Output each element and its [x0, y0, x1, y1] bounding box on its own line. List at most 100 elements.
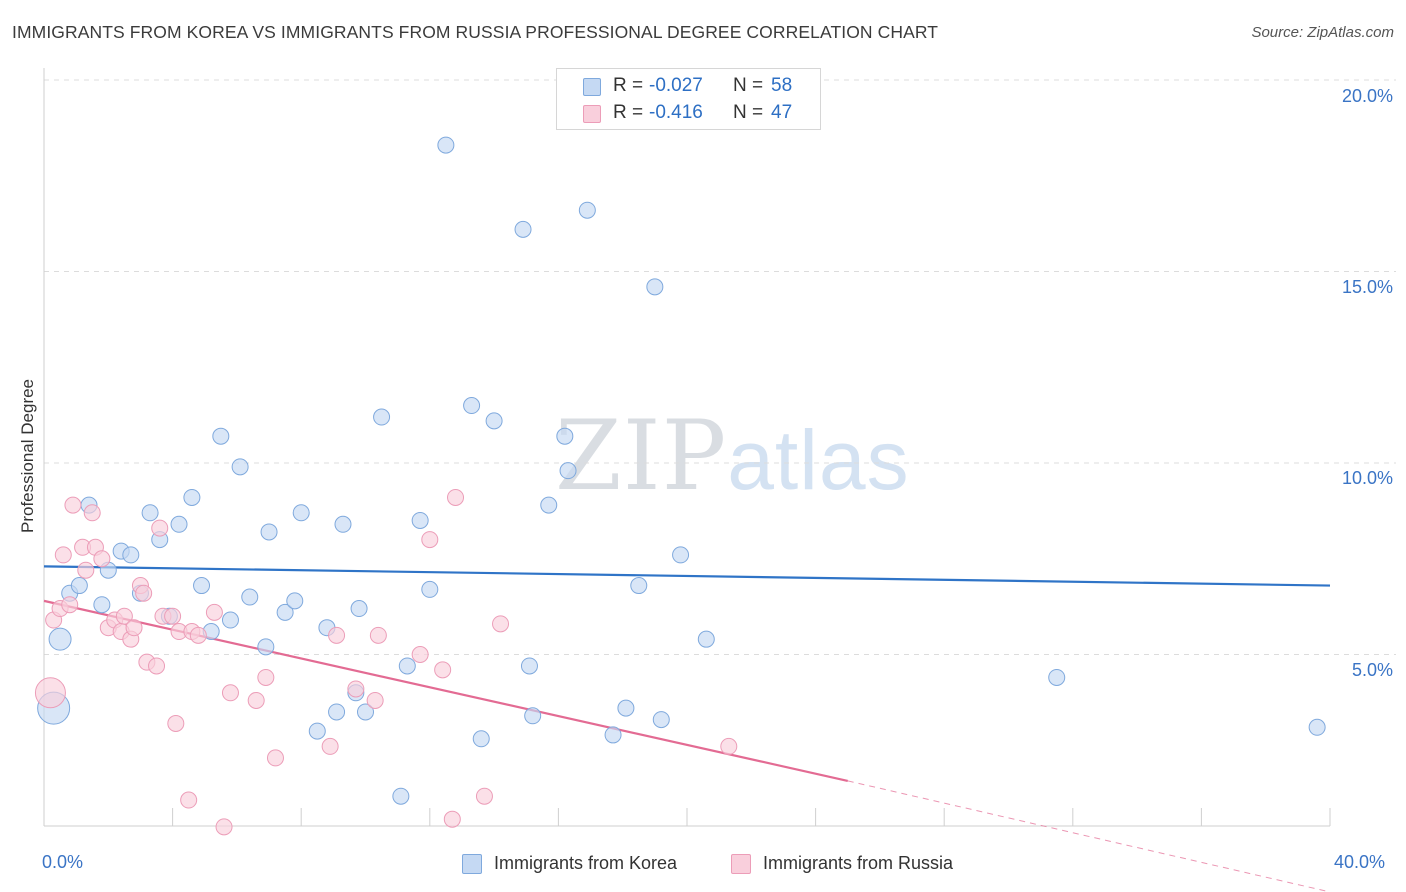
correlation-legend: R = -0.027 N = 58 R = -0.416 N = 47 — [556, 68, 821, 130]
russia-point — [321, 737, 339, 755]
r-value: -0.416 — [649, 102, 703, 123]
korea-point — [697, 630, 715, 648]
korea-point — [373, 408, 391, 426]
korea-point — [170, 515, 188, 533]
data-points — [34, 136, 1326, 836]
russia-point — [492, 615, 510, 633]
russia-point — [369, 626, 387, 644]
r-label: R = — [613, 102, 644, 123]
russia-point — [475, 787, 493, 805]
watermark: ZIPatlas — [555, 400, 910, 512]
gridlines — [44, 79, 1396, 655]
korea-point — [578, 201, 596, 219]
russia-point — [257, 668, 275, 686]
y-tick-label: 20.0% — [1341, 86, 1393, 106]
korea-point — [463, 397, 481, 415]
korea-point — [485, 412, 503, 430]
korea-point — [556, 427, 574, 445]
korea-point — [183, 488, 201, 506]
n-label: N = — [733, 102, 764, 123]
x-tick-label: 0.0% — [42, 852, 84, 872]
russia-swatch — [583, 105, 601, 123]
korea-point — [241, 588, 259, 606]
y-tick-label: 10.0% — [1341, 468, 1393, 488]
r-value: -0.027 — [649, 75, 703, 96]
korea-point — [652, 711, 670, 729]
russia-point — [125, 619, 143, 637]
russia-point — [54, 546, 72, 564]
korea-swatch — [583, 78, 601, 96]
russia-point — [247, 691, 265, 709]
russia-point — [411, 646, 429, 663]
russia-point — [205, 603, 223, 621]
n-label: N = — [733, 75, 764, 96]
korea-point — [308, 722, 326, 740]
russia-point — [720, 737, 738, 755]
russia-point — [61, 596, 79, 614]
korea-point — [141, 504, 159, 522]
korea-point — [437, 136, 455, 154]
korea-point — [357, 703, 374, 721]
korea-point — [520, 657, 538, 675]
russia-point — [421, 531, 439, 549]
russia-trend-extension — [847, 780, 1331, 892]
korea-point — [292, 504, 310, 522]
korea-point — [193, 577, 211, 595]
russia-point — [115, 607, 133, 625]
korea-point — [212, 427, 230, 445]
korea-point — [617, 699, 635, 717]
korea-point — [672, 546, 690, 564]
legend-label: Immigrants from Korea — [494, 853, 678, 873]
korea-legend-swatch — [462, 854, 482, 874]
axes — [43, 68, 1331, 827]
source-attribution: Source: ZipAtlas.com — [1251, 24, 1394, 41]
korea-point — [1308, 718, 1326, 736]
korea-point — [398, 657, 416, 675]
korea-point — [350, 600, 368, 618]
korea-point — [630, 577, 648, 595]
korea-point — [221, 611, 239, 629]
russia-point — [164, 607, 182, 625]
korea-point — [257, 638, 275, 656]
russia-point — [77, 561, 95, 579]
korea-trend-line — [43, 565, 1331, 587]
watermark-zip: ZIP — [555, 400, 728, 512]
russia-point — [443, 810, 461, 828]
korea-point — [421, 580, 439, 598]
russia-point — [34, 677, 66, 709]
russia-point — [447, 488, 465, 506]
korea-point — [122, 546, 140, 564]
korea-point — [70, 577, 88, 595]
korea-point — [276, 603, 294, 621]
russia-point — [93, 550, 111, 568]
russia-point — [221, 684, 239, 702]
russia-point — [434, 661, 452, 679]
russia-point — [189, 626, 207, 644]
korea-point — [392, 787, 410, 805]
korea-point — [472, 730, 490, 748]
russia-point — [366, 691, 384, 709]
russia-point — [347, 680, 365, 698]
russia-point — [83, 504, 101, 522]
r-label: R = — [613, 75, 644, 96]
korea-point — [1048, 668, 1066, 686]
korea-point — [260, 523, 278, 541]
korea-point — [286, 592, 304, 610]
russia-point — [167, 714, 185, 732]
korea-point — [231, 458, 249, 476]
russia-point — [215, 818, 233, 836]
legend-label: Immigrants from Russia — [763, 853, 954, 873]
korea-point — [411, 511, 429, 529]
russia-point — [64, 496, 82, 514]
russia-point — [148, 657, 166, 675]
korea-point — [93, 596, 111, 614]
korea-point — [524, 707, 542, 725]
y-tick-label: 15.0% — [1341, 277, 1393, 297]
n-value: 47 — [771, 102, 793, 123]
korea-point — [48, 627, 72, 651]
korea-point — [514, 220, 532, 238]
russia-point — [180, 791, 198, 809]
chart-title: IMMIGRANTS FROM KOREA VS IMMIGRANTS FROM… — [12, 22, 939, 42]
korea-point — [646, 278, 664, 296]
